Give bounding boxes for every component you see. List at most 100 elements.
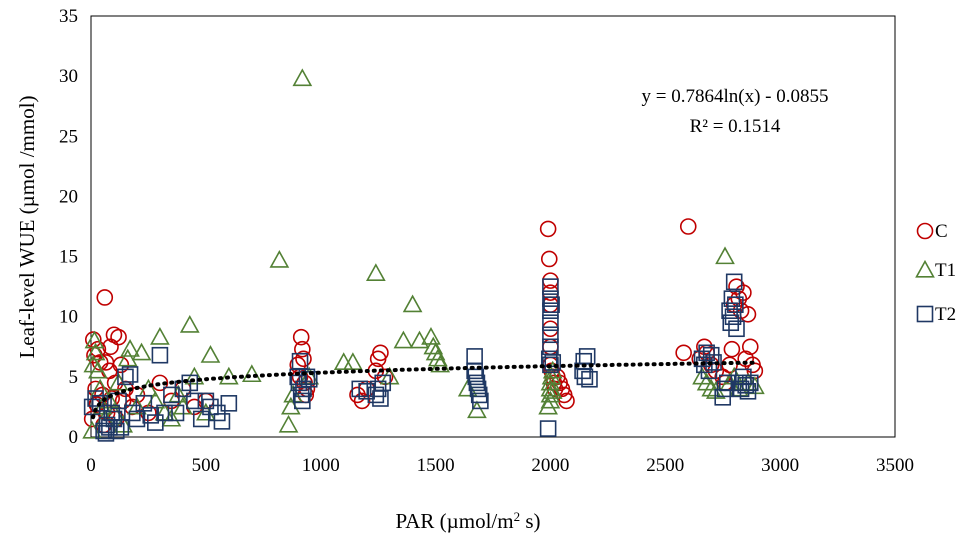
data-point <box>85 342 106 361</box>
data-point <box>117 348 138 367</box>
legend-item-c: C <box>916 221 948 242</box>
data-point <box>112 419 130 436</box>
data-point <box>723 340 741 358</box>
data-point <box>542 314 559 332</box>
data-point <box>741 338 759 356</box>
data-point <box>542 302 559 320</box>
data-point <box>725 273 743 291</box>
data-point <box>151 374 169 392</box>
data-point <box>705 354 722 371</box>
data-point <box>716 380 734 398</box>
data-point <box>163 386 180 404</box>
data-point <box>542 278 559 295</box>
y-tick-label: 15 <box>59 247 78 268</box>
plot-area <box>90 15 896 438</box>
legend-label: T1 <box>935 260 956 281</box>
x-tick-label: 1000 <box>302 455 340 476</box>
data-point <box>739 382 757 400</box>
data-point <box>542 381 563 399</box>
data-point <box>539 220 557 238</box>
data-point <box>131 342 152 361</box>
data-point <box>430 354 451 373</box>
data-point <box>156 404 173 422</box>
series-layer <box>82 68 765 442</box>
data-point <box>110 328 127 346</box>
data-point <box>179 314 200 333</box>
legend-item-t2: T2 <box>916 304 956 325</box>
data-point <box>728 320 745 338</box>
data-point <box>241 364 262 383</box>
data-point <box>88 396 106 413</box>
data-point <box>269 250 290 268</box>
data-point <box>192 410 210 428</box>
data-point <box>209 404 226 422</box>
legend-label: C <box>935 221 948 242</box>
data-point <box>278 414 299 433</box>
x-tick-label: 1500 <box>417 455 455 476</box>
data-point <box>466 362 483 380</box>
data-point <box>581 370 598 388</box>
data-point <box>213 413 231 430</box>
data-point <box>369 380 387 398</box>
data-point <box>197 392 215 410</box>
data-point <box>467 368 485 386</box>
data-point <box>540 378 561 397</box>
data-point <box>121 366 139 383</box>
data-point <box>343 352 363 371</box>
data-point <box>300 370 318 388</box>
x-tick-label: 2000 <box>531 455 569 476</box>
data-point <box>292 68 313 87</box>
data-point <box>294 340 311 358</box>
data-point <box>349 386 366 404</box>
data-point <box>723 290 741 307</box>
legend-marker <box>915 259 935 278</box>
data-point <box>95 422 112 440</box>
legend-item-t1: T1 <box>915 259 956 281</box>
legend: C T1 T2 <box>915 221 956 325</box>
legend-marker <box>916 305 934 323</box>
y-tick-label: 25 <box>59 126 78 147</box>
data-point <box>220 395 238 412</box>
data-point <box>542 326 559 344</box>
data-point <box>469 380 487 398</box>
data-point <box>402 294 423 313</box>
data-point <box>741 374 759 392</box>
data-point <box>539 420 557 437</box>
data-point <box>428 348 448 367</box>
data-point <box>719 374 736 392</box>
trendline <box>91 360 759 420</box>
data-point <box>544 354 562 371</box>
data-point <box>724 308 742 326</box>
data-point <box>715 246 735 265</box>
data-point <box>295 350 312 368</box>
x-axis-ticks: 0 500 1000 1500 2000 2500 3000 3500 <box>86 455 914 476</box>
data-point <box>151 346 169 364</box>
data-point <box>120 339 140 357</box>
data-point <box>727 296 744 313</box>
x-tick-label: 3500 <box>876 455 914 476</box>
legend-label: T2 <box>935 304 956 325</box>
data-point <box>96 289 114 306</box>
y-tick-label: 30 <box>59 66 78 87</box>
data-point <box>578 348 596 365</box>
data-point <box>540 372 561 391</box>
data-point <box>679 218 697 235</box>
data-point <box>423 336 444 355</box>
x-tick-label: 3000 <box>761 455 799 476</box>
data-point <box>365 263 386 282</box>
data-point <box>295 380 312 398</box>
data-point <box>91 395 109 412</box>
y-tick-label: 10 <box>59 307 78 328</box>
data-point <box>542 290 559 307</box>
data-point <box>161 408 182 427</box>
data-point <box>117 368 134 386</box>
data-point <box>538 396 558 415</box>
trendline-equation: y = 0.7864ln(x) - 0.0855 <box>642 86 829 107</box>
data-point <box>470 386 488 404</box>
data-point <box>472 392 489 410</box>
y-axis-title: Leaf-level WUE (µmol /mmol) <box>15 95 39 358</box>
x-tick-label: 500 <box>192 455 221 476</box>
y-tick-label: 5 <box>69 367 79 388</box>
y-axis-ticks: 0 5 10 15 20 25 30 35 <box>59 6 78 448</box>
